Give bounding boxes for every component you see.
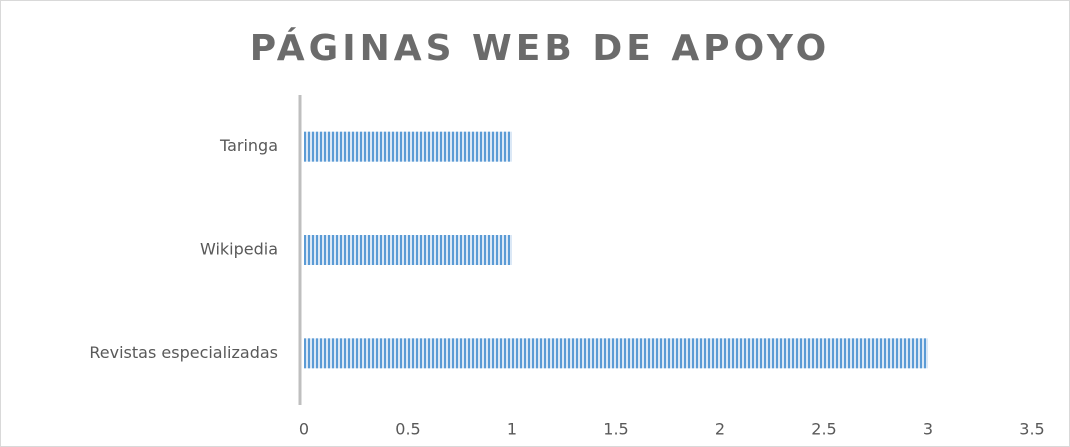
chart-title: PÁGINAS WEB DE APOYO — [250, 27, 831, 69]
bar — [304, 235, 512, 265]
x-tick-label: 0 — [299, 420, 309, 439]
bar — [304, 131, 512, 162]
x-tick-label: 3 — [923, 420, 933, 439]
x-tick-label: 2 — [715, 420, 725, 439]
y-tick-label: Taringa — [219, 136, 278, 155]
y-tick-label: Wikipedia — [200, 240, 278, 259]
x-tick-label: 1 — [507, 420, 517, 439]
y-tick-label: Revistas especializadas — [89, 343, 278, 362]
x-tick-label: 0.5 — [395, 420, 420, 439]
bar — [304, 338, 928, 369]
x-tick-label: 2.5 — [811, 420, 836, 439]
x-tick-label: 3.5 — [1019, 420, 1044, 439]
x-tick-label: 1.5 — [603, 420, 628, 439]
